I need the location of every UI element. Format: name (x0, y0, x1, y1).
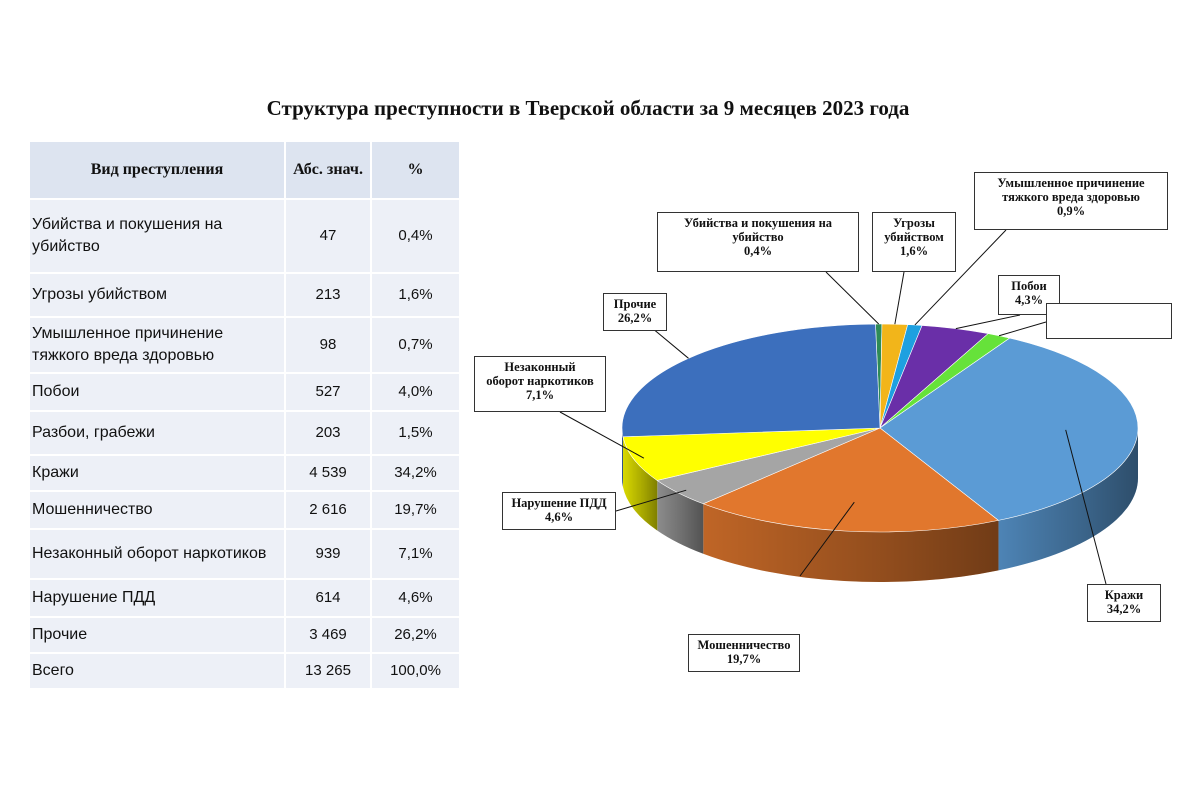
label-theft: Кражи 34,2% (1087, 584, 1161, 622)
row-pct: 7,1% (370, 530, 459, 578)
label-beatings: Побои 4,3% (998, 275, 1060, 315)
pie-slice-кражи (879, 337, 1139, 521)
leader-line-умышленное-причинение-тяжкого-вреда-здоровью (914, 229, 1007, 326)
table-header-row: Вид преступления Абс. знач. % (30, 142, 459, 198)
row-abs: 614 (284, 580, 370, 616)
label-drugs: Незаконный оборот наркотиков 7,1% (474, 356, 606, 412)
table-row-total: Всего 13 265 100,0% (30, 654, 459, 688)
table-row: Умышленное причинение тяжкого вреда здор… (30, 318, 459, 372)
table-row: Угрозы убийством 213 1,6% (30, 274, 459, 316)
leader-line-убийства-и-покушения-на-убийство (825, 271, 880, 325)
row-name: Всего (30, 654, 284, 688)
pie-wall-нарушение-пдд (657, 480, 704, 554)
row-abs: 203 (284, 412, 370, 454)
label-robbery-empty (1046, 303, 1172, 339)
row-abs: 2 616 (284, 492, 370, 528)
row-name: Нарушение ПДД (30, 580, 284, 616)
table-row: Нарушение ПДД 614 4,6% (30, 580, 459, 616)
leader-line-мошенничество (799, 501, 855, 577)
row-abs: 4 539 (284, 456, 370, 490)
label-leader-lines (559, 229, 1107, 585)
row-name: Мошенничество (30, 492, 284, 528)
table-row: Разбои, грабежи 203 1,5% (30, 412, 459, 454)
pie-wall-мошенничество (703, 503, 999, 582)
pie-wall-прочие (622, 428, 623, 487)
pie-chart (559, 229, 1139, 585)
table-row: Убийства и покушения на убийство 47 0,4% (30, 200, 459, 272)
row-name: Прочие (30, 618, 284, 652)
crime-table: Вид преступления Абс. знач. % Убийства и… (30, 140, 459, 690)
row-name: Умышленное причинение тяжкого вреда здор… (30, 318, 284, 372)
row-pct: 1,5% (370, 412, 459, 454)
leader-line-незаконный-оборот-наркотиков (559, 411, 645, 459)
pie-wall-незаконный-оборот-наркотиков (622, 436, 658, 531)
pie-slice-прочие (621, 323, 881, 438)
leader-line-побои (955, 314, 1021, 330)
table-row: Кражи 4 539 34,2% (30, 456, 459, 490)
row-abs: 3 469 (284, 618, 370, 652)
row-abs: 13 265 (284, 654, 370, 688)
chart-title: Структура преступности в Тверской област… (266, 96, 910, 120)
leader-line-угрозы-убийством (894, 271, 905, 325)
row-name: Убийства и покушения на убийство (30, 200, 284, 272)
row-pct: 100,0% (370, 654, 459, 688)
label-grievous-harm: Умышленное причинение тяжкого вреда здор… (974, 172, 1168, 230)
table-row: Мошенничество 2 616 19,7% (30, 492, 459, 528)
row-pct: 34,2% (370, 456, 459, 490)
row-pct: 0,7% (370, 318, 459, 372)
label-murder: Убийства и покушения на убийство 0,4% (657, 212, 859, 272)
row-name: Угрозы убийством (30, 274, 284, 316)
row-pct: 0,4% (370, 200, 459, 272)
label-threats: Угрозы убийством 1,6% (872, 212, 956, 272)
row-abs: 98 (284, 318, 370, 372)
label-traffic: Нарушение ПДД 4,6% (502, 492, 616, 530)
leader-line-кражи (1065, 429, 1107, 585)
label-other: Прочие 26,2% (603, 293, 667, 331)
row-pct: 1,6% (370, 274, 459, 316)
row-pct: 4,6% (370, 580, 459, 616)
row-pct: 26,2% (370, 618, 459, 652)
row-name: Разбои, грабежи (30, 412, 284, 454)
row-pct: 19,7% (370, 492, 459, 528)
header-abs-value: Абс. знач. (284, 142, 370, 198)
pie-slice-мошенничество (702, 427, 1000, 533)
header-percent: % (370, 142, 459, 198)
leader-line-разбои-грабежи (998, 321, 1047, 337)
row-name: Побои (30, 374, 284, 410)
row-name: Кражи (30, 456, 284, 490)
row-abs: 527 (284, 374, 370, 410)
row-abs: 47 (284, 200, 370, 272)
row-pct: 4,0% (370, 374, 459, 410)
header-crime-type: Вид преступления (30, 142, 284, 198)
label-fraud: Мошенничество 19,7% (688, 634, 800, 672)
pie-slices (621, 323, 1139, 533)
row-abs: 213 (284, 274, 370, 316)
table-row: Прочие 3 469 26,2% (30, 618, 459, 652)
pie-slice-незаконный-оборот-наркотиков (622, 427, 881, 481)
table-row: Незаконный оборот наркотиков 939 7,1% (30, 530, 459, 578)
leader-line-нарушение-пдд (615, 489, 687, 512)
table-row: Побои 527 4,0% (30, 374, 459, 410)
row-name: Незаконный оборот наркотиков (30, 530, 284, 578)
row-abs: 939 (284, 530, 370, 578)
